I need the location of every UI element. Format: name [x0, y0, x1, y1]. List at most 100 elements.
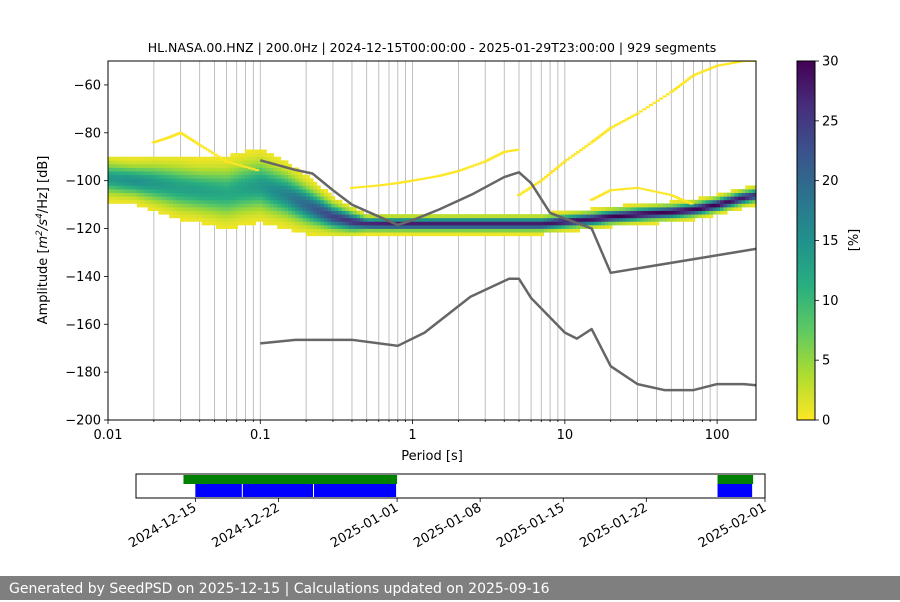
- heatmap-cell: [126, 156, 130, 161]
- heatmap-cell: [720, 210, 724, 215]
- heatmap-cell: [266, 221, 271, 226]
- heatmap-cell: [302, 178, 307, 183]
- heatmap-cell: [291, 228, 296, 233]
- heatmap-cell: [230, 181, 235, 186]
- heatmap-cell: [205, 185, 210, 190]
- colorbar-tick-label: 0: [822, 414, 830, 429]
- heatmap-outlier-cell: [211, 152, 216, 155]
- heatmap-cell: [385, 221, 390, 226]
- heatmap-cell: [374, 228, 379, 233]
- heatmap-cell: [716, 203, 721, 208]
- heatmap-cell: [615, 221, 620, 226]
- heatmap-cell: [183, 210, 188, 215]
- heatmap-cell: [594, 214, 598, 219]
- heatmap-cell: [219, 174, 224, 179]
- heatmap-cell: [385, 232, 390, 237]
- heatmap-cell: [460, 228, 465, 233]
- heatmap-cell: [284, 203, 289, 208]
- heatmap-cell: [324, 214, 328, 219]
- heatmap-cell: [608, 206, 613, 211]
- heatmap-cell: [280, 214, 285, 219]
- heatmap-cell: [198, 199, 202, 204]
- y-label-part: 2: [35, 230, 45, 236]
- heatmap-cell: [237, 167, 242, 172]
- heatmap-cell: [129, 192, 134, 197]
- heatmap-outlier-cell: [619, 188, 624, 191]
- heatmap-cell: [219, 167, 224, 172]
- heatmap-cell: [187, 185, 192, 190]
- heatmap-cell: [486, 217, 490, 222]
- heatmap-cell: [295, 196, 300, 201]
- heatmap-cell: [216, 224, 220, 229]
- heatmap-outlier-cell: [221, 158, 226, 161]
- heatmap-cell: [511, 221, 516, 226]
- heatmap-cell: [248, 181, 253, 186]
- heatmap-cell: [435, 214, 440, 219]
- heatmap-cell: [212, 196, 217, 201]
- heatmap-cell: [597, 214, 602, 219]
- heatmap-cell: [151, 185, 156, 190]
- heatmap-cell: [360, 232, 364, 237]
- heatmap-cell: [450, 214, 454, 219]
- heatmap-cell: [226, 171, 231, 176]
- heatmap-cell: [367, 228, 372, 233]
- heatmap-outlier-cell: [665, 193, 670, 196]
- heatmap-cell: [529, 217, 534, 222]
- heatmap-cell: [342, 232, 346, 237]
- heatmap-cell: [198, 181, 202, 186]
- heatmap-cell: [676, 199, 681, 204]
- colorbar: [796, 60, 816, 421]
- heatmap-cell: [651, 217, 656, 222]
- heatmap-cell: [136, 156, 141, 161]
- heatmap-cell: [554, 228, 559, 233]
- heatmap-cell: [489, 221, 494, 226]
- heatmap-cell: [295, 199, 300, 204]
- heatmap-outlier-cell: [595, 137, 600, 140]
- heatmap-cell: [626, 221, 631, 226]
- heatmap-cell: [367, 221, 372, 226]
- heatmap-cell: [270, 181, 274, 186]
- heatmap-cell: [522, 221, 526, 226]
- heatmap-cell: [504, 232, 508, 237]
- heatmap-cell: [734, 203, 739, 208]
- heatmap-cell: [648, 206, 652, 211]
- heatmap-cell: [331, 210, 336, 215]
- heatmap-cell: [486, 221, 490, 226]
- heatmap-cell: [291, 189, 296, 194]
- heatmap-cell: [604, 224, 609, 229]
- heatmap-cell: [727, 203, 732, 208]
- heatmap-cell: [345, 203, 350, 208]
- heatmap-outlier-cell: [553, 168, 558, 171]
- heatmap-cell: [370, 214, 375, 219]
- heatmap-outlier-cell: [665, 93, 670, 96]
- heatmap-cell: [478, 217, 483, 222]
- heatmap-cell: [662, 214, 667, 219]
- heatmap-cell: [212, 192, 217, 197]
- heatmap-cell: [198, 156, 202, 161]
- heatmap-cell: [194, 203, 199, 208]
- heatmap-cell: [205, 196, 210, 201]
- heatmap-outlier-cell: [532, 183, 537, 186]
- heatmap-cell: [651, 203, 656, 208]
- heatmap-cell: [518, 228, 523, 233]
- heatmap-cell: [169, 206, 174, 211]
- heatmap-cell: [396, 232, 400, 237]
- heatmap-cell: [720, 206, 724, 211]
- heatmap-cell: [514, 232, 519, 237]
- heatmap-cell: [144, 163, 148, 168]
- heatmap-cell: [194, 199, 199, 204]
- heatmap-cell: [208, 221, 213, 226]
- heatmap-cell: [547, 221, 552, 226]
- heatmap-cell: [684, 206, 688, 211]
- heatmap-cell: [126, 178, 130, 183]
- heatmap-cell: [111, 181, 116, 186]
- heatmap-cell: [410, 224, 415, 229]
- heatmap-cell: [129, 199, 134, 204]
- heatmap-cell: [410, 214, 415, 219]
- heatmap-cell: [536, 232, 541, 237]
- heatmap-cell: [288, 185, 292, 190]
- heatmap-cell: [597, 221, 602, 226]
- heatmap-cell: [284, 199, 289, 204]
- heatmap-cell: [273, 181, 278, 186]
- heatmap-cell: [241, 203, 246, 208]
